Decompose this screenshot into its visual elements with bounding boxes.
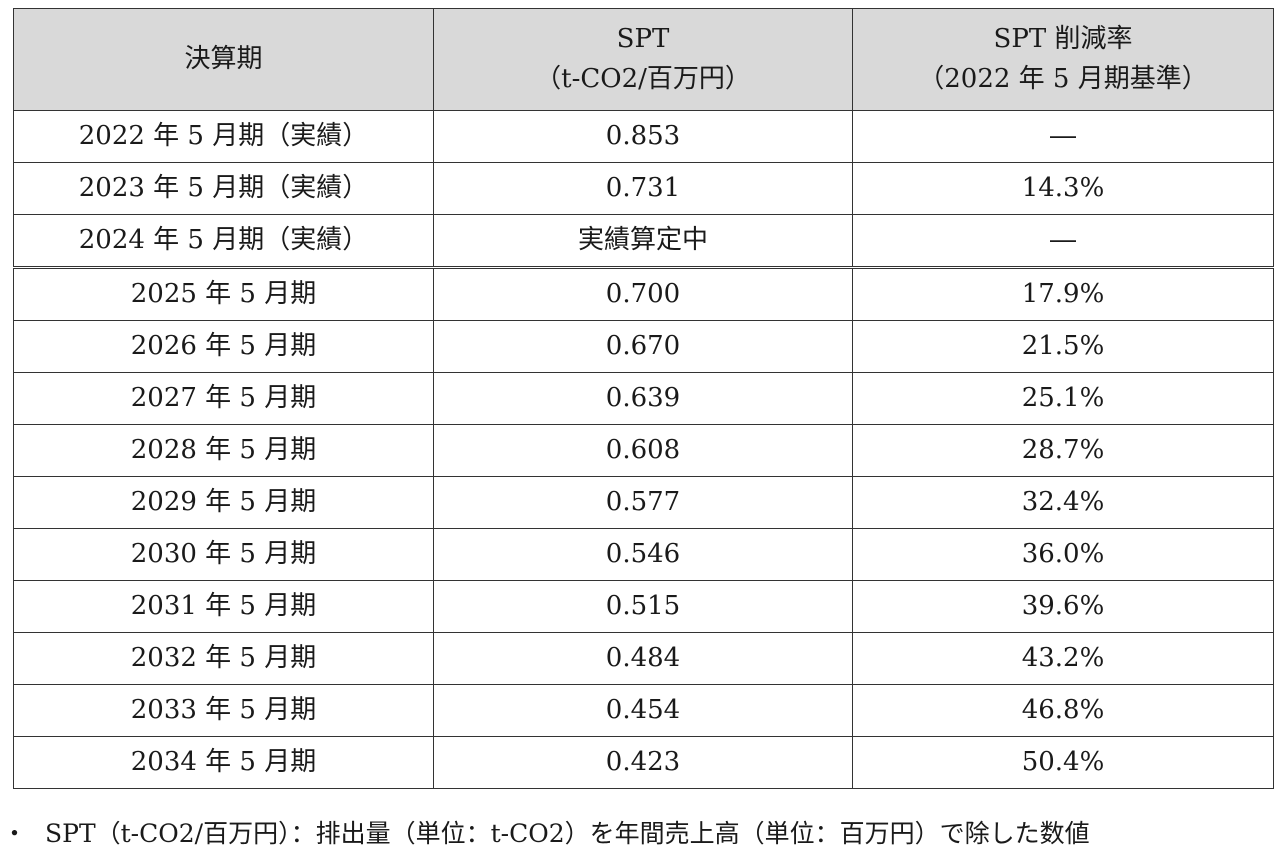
cell-fiscal-period: 2023 年 5 月期（実績） <box>13 162 434 215</box>
table-body: 2022 年 5 月期（実績） 0.853 ― 2023 年 5 月期（実績） 0.73… <box>13 110 1274 789</box>
header-reduction-rate-basis: （2022 年 5 月期基準） <box>918 63 1208 94</box>
table-row: 2034 年 5 月期 0.423 50.4% <box>13 736 1274 789</box>
table-row: 2024 年 5 月期（実績） 実績算定中 ― <box>13 214 1274 268</box>
cell-spt-value: 0.577 <box>433 476 853 529</box>
cell-spt-value: 0.670 <box>433 320 853 373</box>
cell-fiscal-period: 2022 年 5 月期（実績） <box>13 110 434 163</box>
table-row: 2030 年 5 月期 0.546 36.0% <box>13 528 1274 581</box>
cell-fiscal-period: 2030 年 5 月期 <box>13 528 434 581</box>
spt-target-table: 決算期 SPT （t-CO2/百万円） SPT 削減率 （2022 年 5 月期… <box>13 8 1274 789</box>
table-row: 2022 年 5 月期（実績） 0.853 ― <box>13 110 1274 163</box>
header-spt: SPT （t-CO2/百万円） <box>433 8 853 111</box>
cell-reduction-rate: 21.5% <box>852 320 1274 373</box>
footnote-bullet: ・ <box>2 819 28 848</box>
cell-fiscal-period: 2031 年 5 月期 <box>13 580 434 633</box>
cell-fiscal-period: 2027 年 5 月期 <box>13 372 434 425</box>
footnote-text: SPT（t-CO2/百万円）：排出量（単位：t-CO2）を年間売上高（単位：百万… <box>45 819 1090 848</box>
header-spt-label: SPT <box>616 24 670 55</box>
cell-spt-value: 0.546 <box>433 528 853 581</box>
cell-fiscal-period: 2029 年 5 月期 <box>13 476 434 529</box>
table-header: 決算期 SPT （t-CO2/百万円） SPT 削減率 （2022 年 5 月期… <box>13 8 1274 111</box>
table-row: 2031 年 5 月期 0.515 39.6% <box>13 580 1274 633</box>
cell-spt-value: 0.731 <box>433 162 853 215</box>
cell-spt-value: 0.484 <box>433 632 853 685</box>
cell-spt-value: 0.515 <box>433 580 853 633</box>
header-row: 決算期 SPT （t-CO2/百万円） SPT 削減率 （2022 年 5 月期… <box>13 8 1274 111</box>
cell-fiscal-period: 2026 年 5 月期 <box>13 320 434 373</box>
table-row: 2026 年 5 月期 0.670 21.5% <box>13 320 1274 373</box>
cell-reduction-rate: 14.3% <box>852 162 1274 215</box>
table-row: 2033 年 5 月期 0.454 46.8% <box>13 684 1274 737</box>
cell-reduction-rate: 25.1% <box>852 372 1274 425</box>
table-row: 2032 年 5 月期 0.484 43.2% <box>13 632 1274 685</box>
cell-spt-value: 0.639 <box>433 372 853 425</box>
cell-reduction-rate: ― <box>852 214 1274 268</box>
cell-fiscal-period: 2032 年 5 月期 <box>13 632 434 685</box>
cell-spt-value: 0.853 <box>433 110 853 163</box>
cell-reduction-rate: 43.2% <box>852 632 1274 685</box>
cell-reduction-rate: 28.7% <box>852 424 1274 477</box>
table-row: 2023 年 5 月期（実績） 0.731 14.3% <box>13 162 1274 215</box>
cell-fiscal-period: 2025 年 5 月期 <box>13 266 434 321</box>
table-row: 2027 年 5 月期 0.639 25.1% <box>13 372 1274 425</box>
cell-spt-value: 0.700 <box>433 266 853 321</box>
cell-reduction-rate: 32.4% <box>852 476 1274 529</box>
cell-spt-value: 実績算定中 <box>433 214 853 268</box>
header-reduction-rate-label: SPT 削減率 <box>993 24 1133 55</box>
header-fiscal-period-label: 決算期 <box>184 43 263 74</box>
cell-fiscal-period: 2024 年 5 月期（実績） <box>13 214 434 268</box>
header-spt-unit: （t-CO2/百万円） <box>535 63 751 94</box>
header-reduction-rate: SPT 削減率 （2022 年 5 月期基準） <box>852 8 1274 111</box>
header-fiscal-period: 決算期 <box>13 8 434 111</box>
table-row: 2028 年 5 月期 0.608 28.7% <box>13 424 1274 477</box>
cell-reduction-rate: 50.4% <box>852 736 1274 789</box>
cell-reduction-rate: 36.0% <box>852 528 1274 581</box>
footnote: ・ SPT（t-CO2/百万円）：排出量（単位：t-CO2）を年間売上高（単位：百… <box>2 814 1090 850</box>
cell-reduction-rate: 17.9% <box>852 266 1274 321</box>
cell-reduction-rate: ― <box>852 110 1274 163</box>
table-row: 2029 年 5 月期 0.577 32.4% <box>13 476 1274 529</box>
cell-spt-value: 0.423 <box>433 736 853 789</box>
table-row: 2025 年 5 月期 0.700 17.9% <box>13 266 1274 321</box>
cell-reduction-rate: 46.8% <box>852 684 1274 737</box>
cell-spt-value: 0.608 <box>433 424 853 477</box>
cell-reduction-rate: 39.6% <box>852 580 1274 633</box>
cell-fiscal-period: 2034 年 5 月期 <box>13 736 434 789</box>
cell-fiscal-period: 2028 年 5 月期 <box>13 424 434 477</box>
cell-spt-value: 0.454 <box>433 684 853 737</box>
cell-fiscal-period: 2033 年 5 月期 <box>13 684 434 737</box>
spt-table-container: 決算期 SPT （t-CO2/百万円） SPT 削減率 （2022 年 5 月期… <box>2 8 1274 848</box>
